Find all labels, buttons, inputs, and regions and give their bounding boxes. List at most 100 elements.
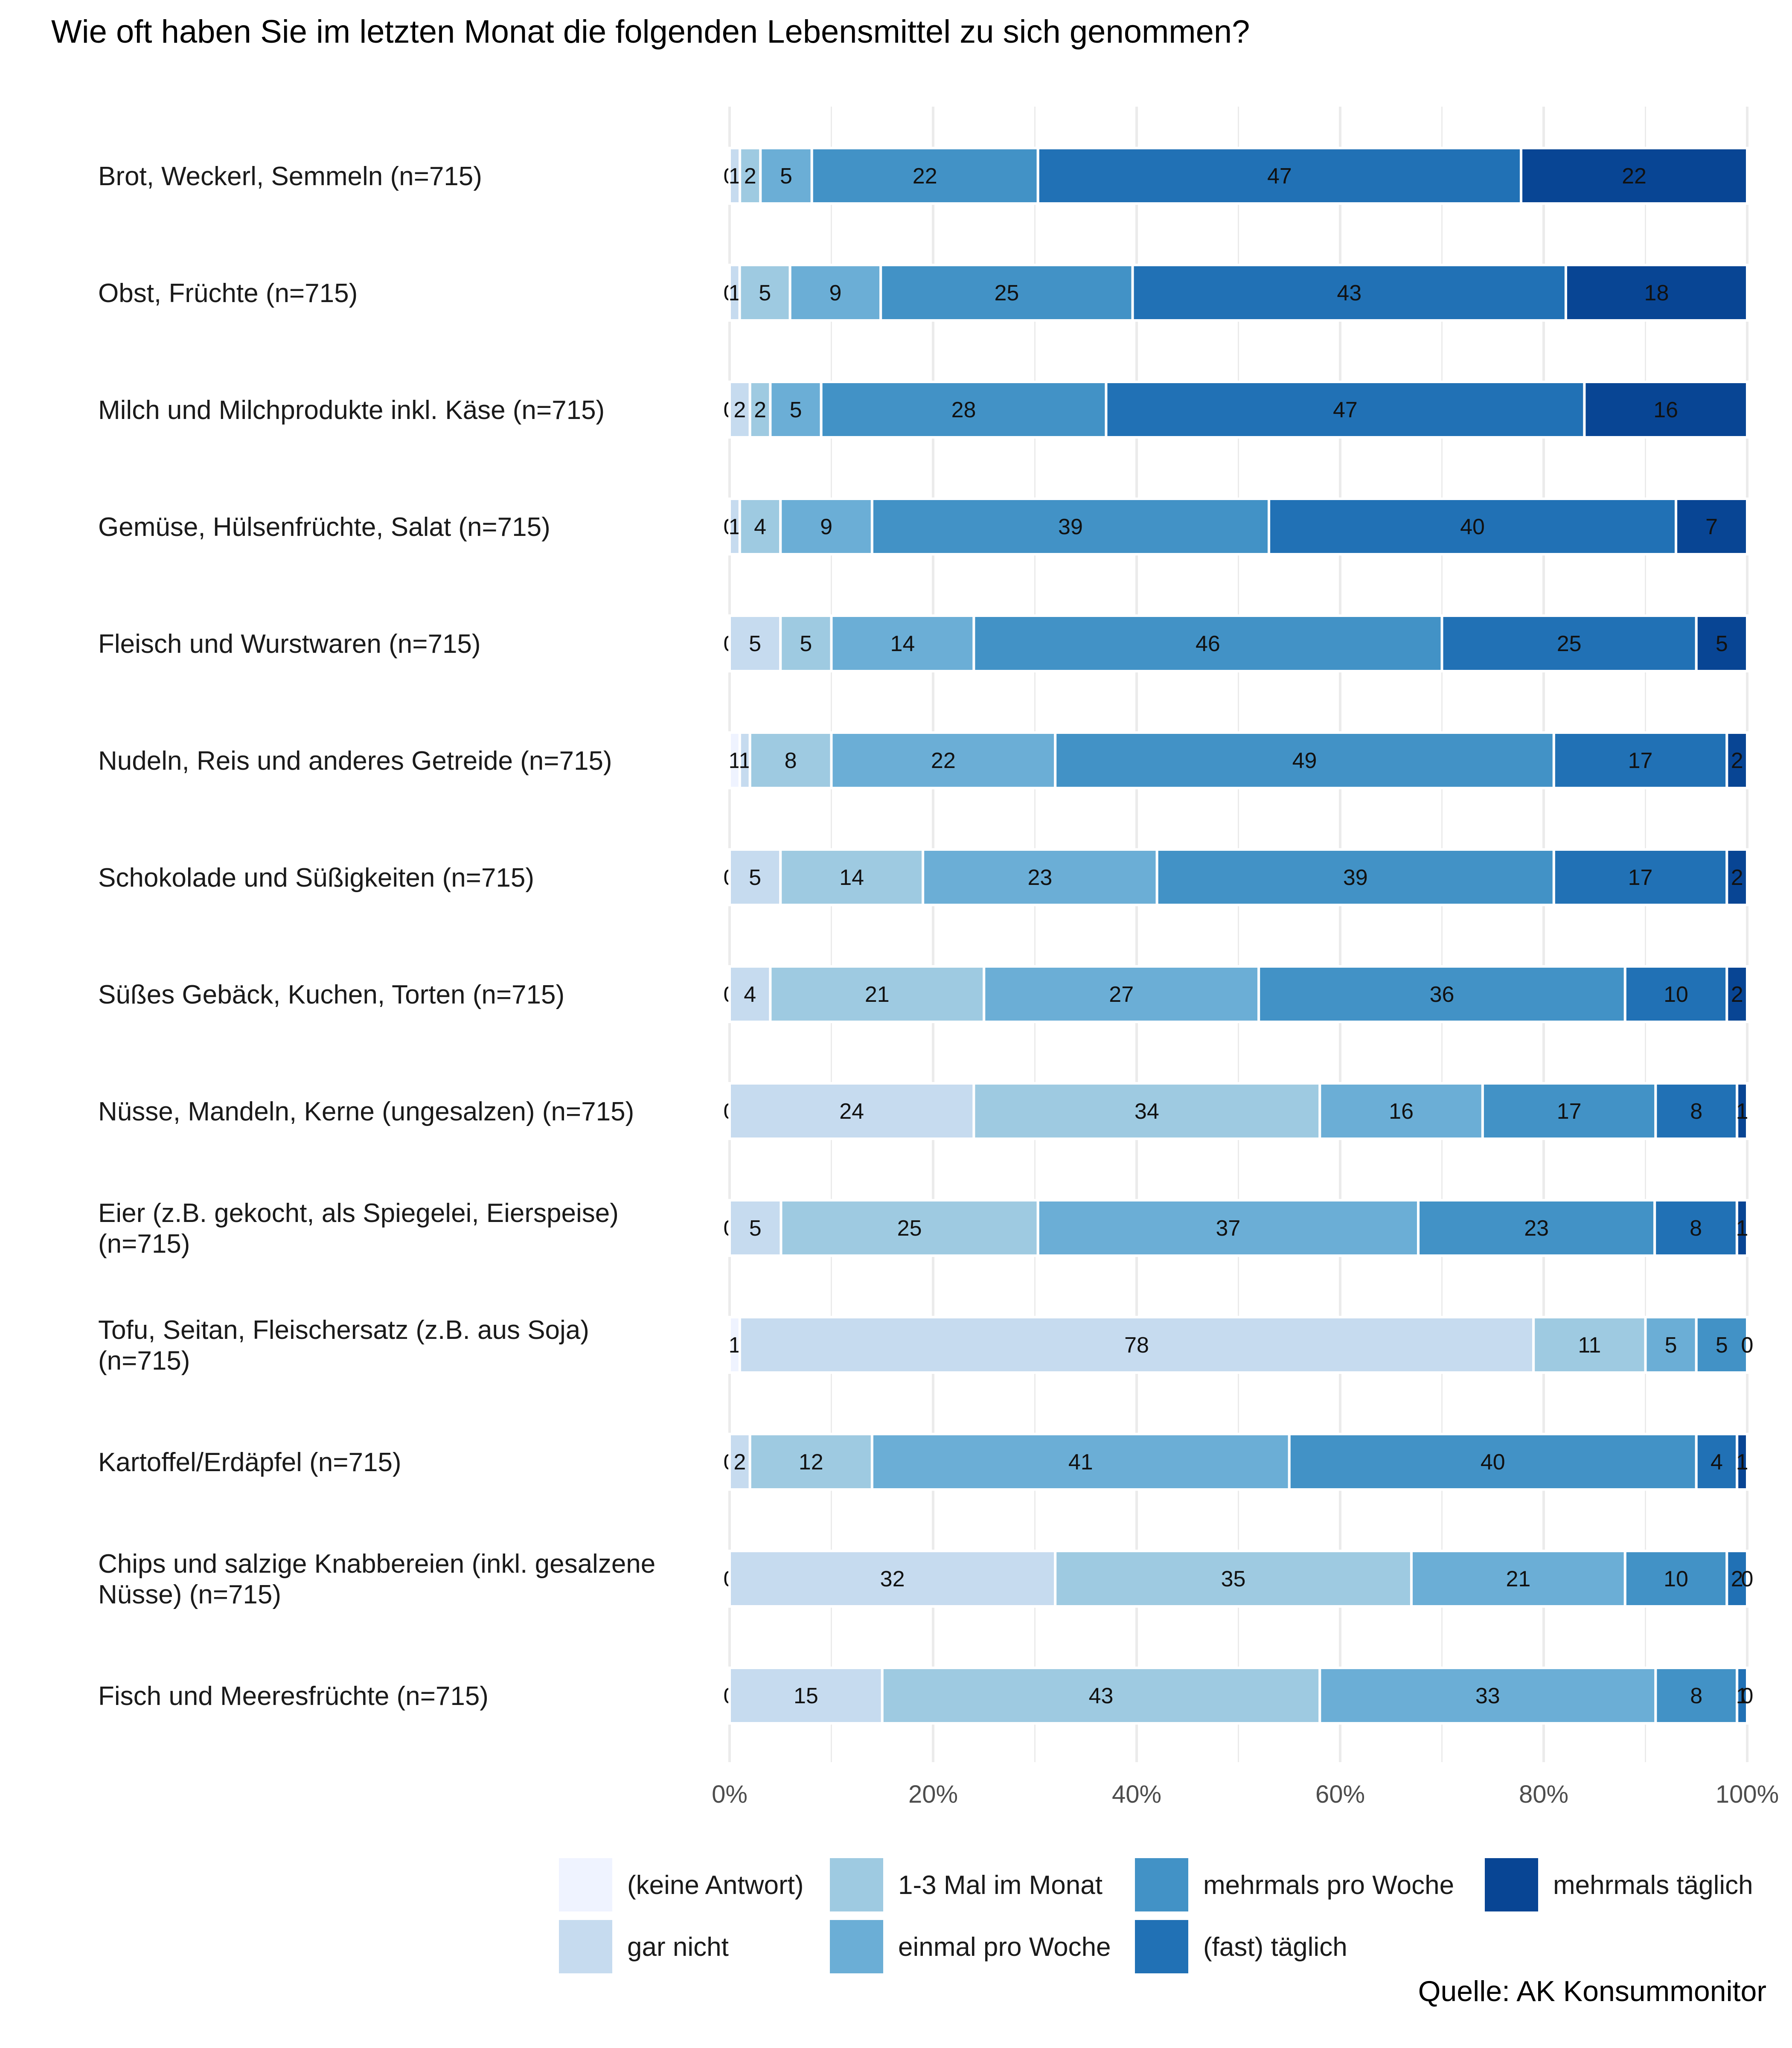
bar-segment (728, 381, 751, 439)
bar-segment (1725, 965, 1749, 1023)
x-tick-label: 80% (1519, 1780, 1568, 1808)
category-label: Milch und Milchprodukte inkl. Käse (n=71… (98, 396, 605, 425)
bar-value-label: 8 (1690, 1216, 1702, 1241)
bar-value-label: 40 (1481, 1450, 1505, 1475)
bar-value-label: 47 (1267, 164, 1292, 189)
bar-segment (1623, 965, 1728, 1023)
legend-label: einmal pro Woche (898, 1932, 1111, 1962)
bar-segment (983, 965, 1260, 1023)
category-label: Tofu, Seitan, Fleischersatz (z.B. aus So… (98, 1315, 589, 1376)
bar-value-label: 0 (1741, 1567, 1754, 1591)
bar-segment (728, 1199, 783, 1257)
bar-value-label: 27 (1109, 982, 1134, 1007)
bar-segment (972, 614, 1443, 672)
bar-value-label: 37 (1216, 1216, 1240, 1241)
bar-value-label: 8 (785, 748, 797, 773)
bar-value-label: 32 (880, 1567, 905, 1591)
bar-segment (810, 147, 1039, 205)
bar-segment (1735, 1199, 1749, 1257)
bar-segment (870, 1433, 1291, 1491)
bar-value-label: 35 (1221, 1567, 1246, 1591)
bar-segment (1644, 1316, 1698, 1374)
bar-segment (1736, 1082, 1748, 1140)
bar-segment (779, 497, 873, 556)
legend-swatch (1135, 1920, 1188, 1973)
bar-value-label: 12 (799, 1450, 823, 1475)
legend-swatch (1485, 1858, 1538, 1911)
bar-value-label: 14 (890, 631, 915, 656)
category-label: Fisch und Meeresfrüchte (n=715) (98, 1681, 489, 1711)
bar-value-label: 2 (1731, 1567, 1743, 1591)
bar-value-label: 5 (749, 631, 761, 656)
bar-segment (1036, 1199, 1420, 1257)
bar-value-label: 5 (1716, 631, 1728, 656)
bar-row: 03235211020 (724, 1550, 1754, 1608)
category-label: Nüsse, Mandeln, Kerne (ungesalzen) (n=71… (98, 1097, 634, 1126)
bar-value-label: 5 (759, 281, 771, 305)
bar-value-label: 0 (1741, 1333, 1754, 1358)
bar-value-label: 49 (1292, 748, 1317, 773)
category-label: Chips und salzige Knabbereien (inkl. ges… (98, 1549, 655, 1609)
bar-value-label: 1 (1736, 1099, 1748, 1124)
bar-segment (1054, 1550, 1413, 1608)
bar-value-label: 5 (749, 1216, 762, 1241)
bar-value-label: 34 (1135, 1099, 1159, 1124)
bar-row: 014939407 (724, 497, 1749, 556)
legend-label: (fast) täglich (1203, 1932, 1347, 1962)
source-note: Quelle: AK Konsummonitor (1418, 1975, 1766, 2007)
bar-value-label: 15 (794, 1684, 818, 1708)
bar-segment (1654, 1667, 1739, 1725)
bar-segment (1564, 264, 1748, 322)
bar-row: 0525372381 (724, 1199, 1749, 1257)
bar-segment (1736, 1433, 1748, 1491)
bar-segment (1725, 731, 1749, 789)
bar-value-label: 10 (1664, 1567, 1688, 1591)
bar-value-label: 16 (1389, 1099, 1414, 1124)
bar-segment (1695, 1316, 1748, 1374)
bar-segment (1268, 497, 1678, 556)
bar-segment (728, 1667, 884, 1725)
bar-row: 0125224722 (724, 147, 1748, 205)
bar-segment (1736, 1667, 1748, 1725)
bar-segment (1675, 497, 1749, 556)
bar-value-label: 22 (931, 748, 956, 773)
bar-segment (1155, 848, 1555, 906)
category-label: Fleisch und Wurstwaren (n=715) (98, 629, 481, 659)
category-label: Schokolade und Süßigkeiten (n=715) (98, 863, 534, 893)
bar-segment (1105, 381, 1586, 439)
bar-segment (779, 848, 925, 906)
bar-value-label: 2 (733, 1450, 746, 1475)
bar-value-label: 7 (1705, 515, 1718, 539)
bar-value-label: 2 (1731, 748, 1743, 773)
bar-value-label: 24 (839, 1099, 864, 1124)
bar-value-label: 40 (1460, 515, 1485, 539)
x-tick-label: 0% (712, 1780, 748, 1808)
category-label: Gemüse, Hülsenfrüchte, Salat (n=715) (98, 512, 550, 542)
bar-value-label: 22 (1622, 164, 1647, 189)
bar-row: 0159254318 (724, 264, 1748, 322)
legend-item: gar nicht (559, 1920, 729, 1973)
category-label: Eier (z.B. gekocht, als Spiegelei, Eiers… (98, 1199, 619, 1259)
bar-segment (1583, 381, 1748, 439)
bar-segment (1481, 1082, 1657, 1140)
category-label: Brot, Weckerl, Semmeln (n=715) (98, 162, 482, 191)
grid-lines (728, 107, 1748, 1762)
bar-value-label: 39 (1058, 515, 1083, 539)
bar-segment (1695, 614, 1748, 672)
bar-value-label: 17 (1628, 865, 1653, 890)
bar-value-label: 47 (1333, 398, 1358, 422)
bar-value-label: 43 (1337, 281, 1361, 305)
legend-item: (keine Antwort) (559, 1858, 804, 1911)
bar-value-label: 9 (829, 281, 841, 305)
bar-value-label: 8 (1690, 1684, 1702, 1708)
legend-item: (fast) täglich (1135, 1920, 1347, 1973)
bar-value-label: 21 (1506, 1567, 1530, 1591)
legend-swatch (830, 1920, 883, 1973)
bar-segment (1257, 965, 1626, 1023)
legend-swatch (559, 1920, 612, 1973)
legend-swatch (1135, 1858, 1188, 1911)
bar-value-label: 4 (744, 982, 756, 1007)
bar-segment (738, 264, 791, 322)
